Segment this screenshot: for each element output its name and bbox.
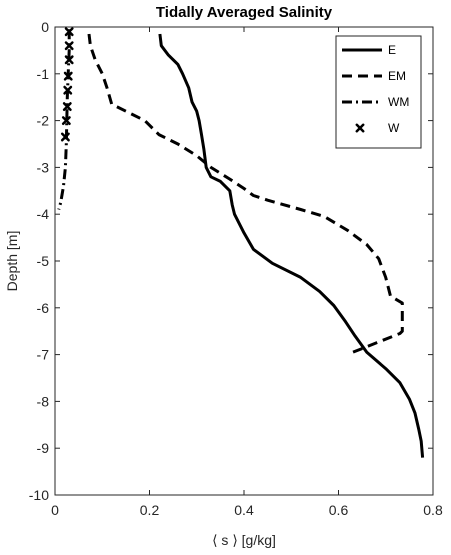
legend-item-wm: WM	[342, 95, 409, 109]
y-tick-label: -2	[37, 113, 50, 129]
marker-w-3-stroke-b	[63, 71, 73, 81]
x-axis-label: ⟨ s ⟩ [g/kg]	[212, 532, 276, 548]
y-tick-label: -3	[37, 159, 50, 175]
data-point-w-1	[64, 41, 74, 51]
series-line-wm	[57, 29, 71, 210]
x-tick-label: 0.6	[329, 502, 349, 518]
series-w	[60, 27, 74, 142]
legend-item-w: W	[355, 121, 400, 135]
x-tick-label: 0	[51, 502, 59, 518]
data-point-w-2	[64, 55, 74, 65]
data-point-w-6	[61, 116, 71, 126]
y-tick-label: -1	[37, 66, 50, 82]
legend-box	[335, 35, 422, 149]
data-point-w-5	[62, 102, 72, 112]
x-tick-label: 0.2	[140, 502, 160, 518]
legend-label-w: W	[388, 121, 400, 135]
y-tick-label: -5	[37, 253, 50, 269]
data-point-w-0	[64, 27, 74, 37]
legend-item-e: E	[342, 43, 396, 57]
series-line-em	[87, 33, 404, 354]
y-tick-label: -8	[37, 393, 50, 409]
legend: E EM WM W	[335, 35, 422, 149]
series-line-e	[158, 33, 425, 458]
legend-label-e: E	[388, 43, 396, 57]
chart-title: Tidally Averaged Salinity	[156, 4, 333, 21]
data-point-w-4	[63, 85, 73, 95]
marker-w-7-stroke-b	[60, 132, 70, 142]
marker-w-6-stroke-b	[61, 116, 71, 126]
y-tick-label: -9	[37, 440, 50, 456]
marker-w-0-stroke-b	[64, 27, 74, 37]
y-tick-label: -7	[37, 347, 50, 363]
data-point-w-7	[60, 132, 70, 142]
legend-label-em: EM	[388, 69, 406, 83]
marker-w-1-stroke-b	[64, 41, 74, 51]
x-tick-label: 0.4	[234, 502, 254, 518]
y-tick-label: -6	[37, 300, 50, 316]
marker-w-4-stroke-b	[63, 85, 73, 95]
x-tick-label: 0.8	[423, 502, 443, 518]
legend-marker-w-stroke-b	[355, 123, 365, 133]
y-tick-label: 0	[41, 19, 49, 35]
legend-label-wm: WM	[388, 95, 409, 109]
y-tick-label: -4	[37, 206, 50, 222]
marker-w-2-stroke-b	[64, 55, 74, 65]
legend-item-em: EM	[342, 69, 406, 83]
data-point-w-3	[63, 71, 73, 81]
y-axis-label: Depth [m]	[4, 231, 20, 292]
marker-w-5-stroke-b	[62, 102, 72, 112]
y-tick-label: -10	[29, 487, 49, 503]
